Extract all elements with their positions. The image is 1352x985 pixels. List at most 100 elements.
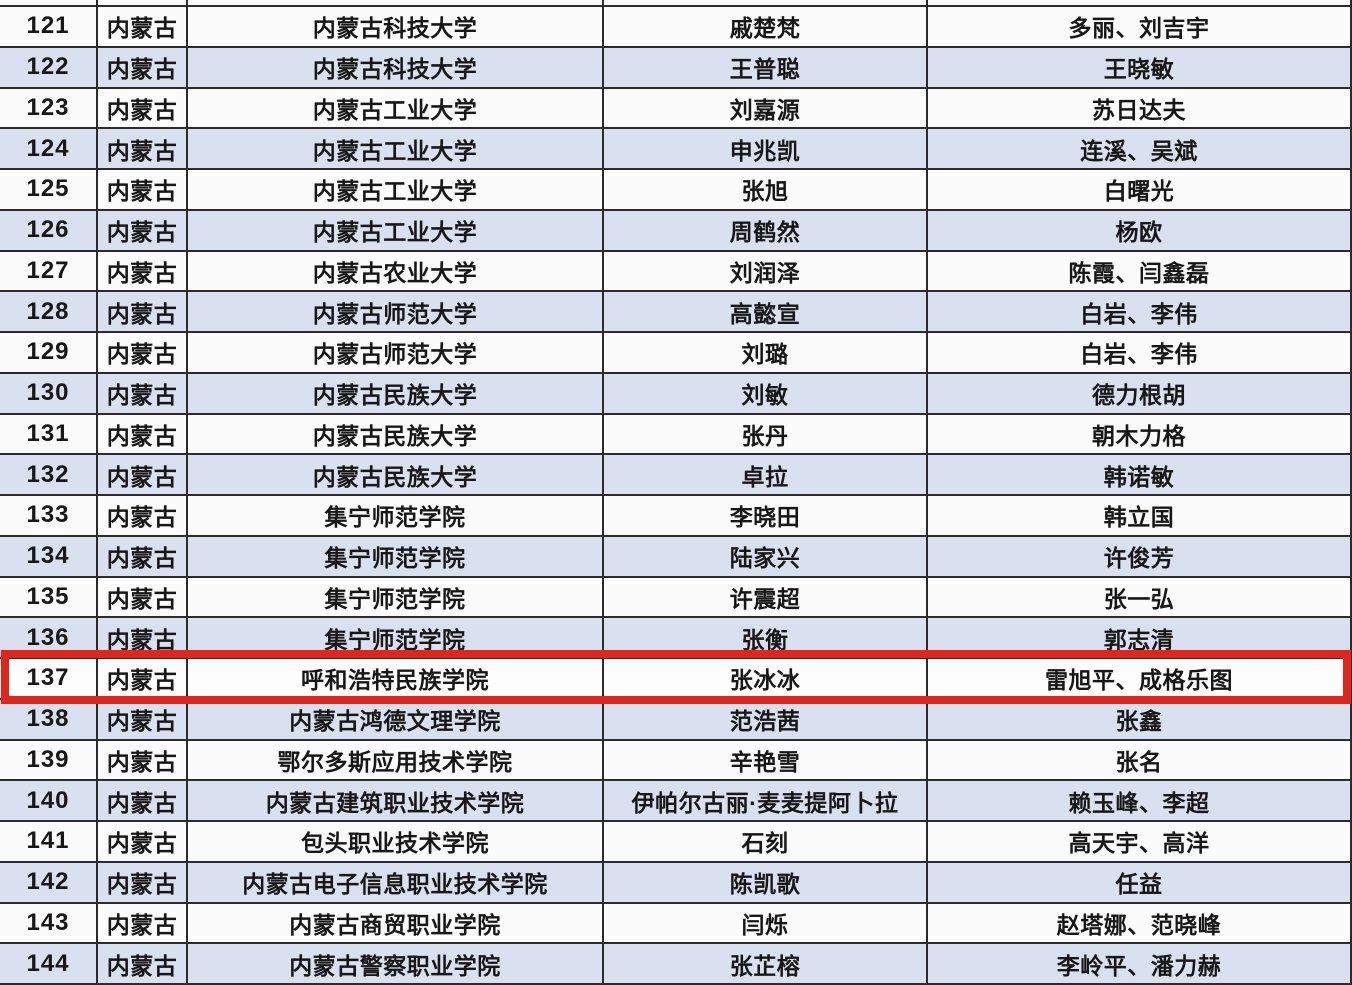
cell-student: 申兆凯	[604, 129, 928, 168]
cell-advisors: 张鑫	[928, 699, 1352, 739]
cell-number: 125	[0, 170, 98, 209]
cell-advisors: 张名	[928, 740, 1352, 780]
cell-university	[188, 0, 604, 5]
cell-region: 内蒙古	[98, 618, 188, 657]
cell-number: 124	[0, 129, 98, 168]
cell-university: 集宁师范学院	[188, 618, 604, 657]
cell-student: 张冰冰	[604, 659, 928, 698]
cell-university: 呼和浩特民族学院	[188, 659, 604, 698]
cell-advisors: 杨欧	[928, 210, 1352, 250]
table-row: 123 内蒙古 内蒙古工业大学 刘嘉源 苏日达夫	[0, 88, 1352, 130]
table-row: 130 内蒙古 内蒙古民族大学 刘敏 德力根胡	[0, 373, 1352, 415]
cell-region: 内蒙古	[98, 88, 188, 128]
cell-number: 123	[0, 88, 98, 128]
cropped-previous-row	[0, 0, 1352, 7]
table-row: 127 内蒙古 内蒙古农业大学 刘润泽 陈霞、闫鑫磊	[0, 251, 1352, 293]
table-row: 136 内蒙古 集宁师范学院 张衡 郭志清	[0, 618, 1352, 659]
cell-student: 许震超	[604, 577, 928, 617]
cell-number: 122	[0, 47, 98, 87]
cell-advisors: 白曙光	[928, 170, 1352, 209]
table-row: 132 内蒙古 内蒙古民族大学 卓拉 韩诺敏	[0, 455, 1352, 496]
cell-number: 128	[0, 292, 98, 331]
cell-university: 内蒙古建筑职业技术学院	[188, 781, 604, 820]
cell-number: 131	[0, 414, 98, 454]
cell-university: 内蒙古工业大学	[188, 210, 604, 250]
cell-university: 内蒙古工业大学	[188, 170, 604, 209]
cell-region: 内蒙古	[98, 455, 188, 494]
cell-student: 戚楚梵	[604, 7, 928, 46]
cell-university: 内蒙古警察职业学院	[188, 944, 604, 983]
table-row: 124 内蒙古 内蒙古工业大学 申兆凯 连溪、吴斌	[0, 129, 1352, 170]
cell-advisors: 苏日达夫	[928, 88, 1352, 128]
cell-student: 石刻	[604, 822, 928, 861]
table-row: 140 内蒙古 内蒙古建筑职业技术学院 伊帕尔古丽·麦麦提阿卜拉 赖玉峰、李超	[0, 781, 1352, 822]
cell-region: 内蒙古	[98, 47, 188, 87]
cell-university: 内蒙古民族大学	[188, 414, 604, 454]
cell-number: 129	[0, 333, 98, 372]
cell-student: 陆家兴	[604, 536, 928, 576]
table-row: 142 内蒙古 内蒙古电子信息职业技术学院 陈凯歌 任益	[0, 862, 1352, 904]
cell-university: 集宁师范学院	[188, 577, 604, 617]
cell-advisors: 陈霞、闫鑫磊	[928, 251, 1352, 291]
cell-number: 140	[0, 781, 98, 820]
table-row: 131 内蒙古 内蒙古民族大学 张丹 朝木力格	[0, 414, 1352, 456]
cell-student: 周鹤然	[604, 210, 928, 250]
cell-university: 内蒙古工业大学	[188, 88, 604, 128]
cell-number: 127	[0, 251, 98, 291]
cell-student: 张芷榕	[604, 944, 928, 983]
cell-advisors: 连溪、吴斌	[928, 129, 1352, 168]
cell-university: 内蒙古工业大学	[188, 129, 604, 168]
cell-advisors: 多丽、刘吉宇	[928, 7, 1352, 46]
cell-advisors: 雷旭平、成格乐图	[928, 659, 1352, 698]
cell-number: 130	[0, 373, 98, 413]
cell-student: 刘润泽	[604, 251, 928, 291]
table-row: 139 内蒙古 鄂尔多斯应用技术学院 辛艳雪 张名	[0, 740, 1352, 782]
cell-advisors: 韩诺敏	[928, 455, 1352, 494]
cell-advisors: 王晓敏	[928, 47, 1352, 87]
table-row: 125 内蒙古 内蒙古工业大学 张旭 白曙光	[0, 170, 1352, 211]
table-row: 129 内蒙古 内蒙古师范大学 刘璐 白岩、李伟	[0, 333, 1352, 374]
cell-student: 王普聪	[604, 47, 928, 87]
cell-number: 137	[0, 659, 98, 698]
cell-university: 内蒙古商贸职业学院	[188, 903, 604, 943]
table-row: 126 内蒙古 内蒙古工业大学 周鹤然 杨欧	[0, 210, 1352, 252]
cell-university: 内蒙古科技大学	[188, 7, 604, 46]
cell-student: 范浩茜	[604, 699, 928, 739]
table-row: 138 内蒙古 内蒙古鸿德文理学院 范浩茜 张鑫	[0, 699, 1352, 741]
cell-region: 内蒙古	[98, 333, 188, 372]
cell-advisors: 李岭平、潘力赫	[928, 944, 1352, 983]
cell-advisors: 赖玉峰、李超	[928, 781, 1352, 820]
cell-advisors: 德力根胡	[928, 373, 1352, 413]
cell-number: 132	[0, 455, 98, 494]
cell-number: 126	[0, 210, 98, 250]
cell-student: 辛艳雪	[604, 740, 928, 780]
cell-university: 内蒙古师范大学	[188, 333, 604, 372]
cell-university: 内蒙古鸿德文理学院	[188, 699, 604, 739]
cell-university: 内蒙古民族大学	[188, 455, 604, 494]
cell-student: 刘敏	[604, 373, 928, 413]
cell-number: 121	[0, 7, 98, 46]
cell-region: 内蒙古	[98, 210, 188, 250]
table-row: 121 内蒙古 内蒙古科技大学 戚楚梵 多丽、刘吉宇	[0, 7, 1352, 48]
cell-region: 内蒙古	[98, 740, 188, 780]
cell-university: 内蒙古民族大学	[188, 373, 604, 413]
cell-number: 143	[0, 903, 98, 943]
cell-region: 内蒙古	[98, 373, 188, 413]
cell-number: 133	[0, 496, 98, 535]
cell-number: 135	[0, 577, 98, 617]
cell-university: 内蒙古农业大学	[188, 251, 604, 291]
cell-advisors: 韩立国	[928, 496, 1352, 535]
cell-region: 内蒙古	[98, 699, 188, 739]
table-row-highlighted: 137 内蒙古 呼和浩特民族学院 张冰冰 雷旭平、成格乐图	[0, 650, 1352, 704]
cell-number: 141	[0, 822, 98, 861]
cell-student: 高懿宣	[604, 292, 928, 331]
cell-region	[98, 0, 188, 5]
cell-student: 陈凯歌	[604, 862, 928, 902]
cell-advisors: 任益	[928, 862, 1352, 902]
cell-region: 内蒙古	[98, 659, 188, 698]
cell-student: 张丹	[604, 414, 928, 454]
cell-university: 包头职业技术学院	[188, 822, 604, 861]
table-row: 133 内蒙古 集宁师范学院 李晓田 韩立国	[0, 496, 1352, 537]
